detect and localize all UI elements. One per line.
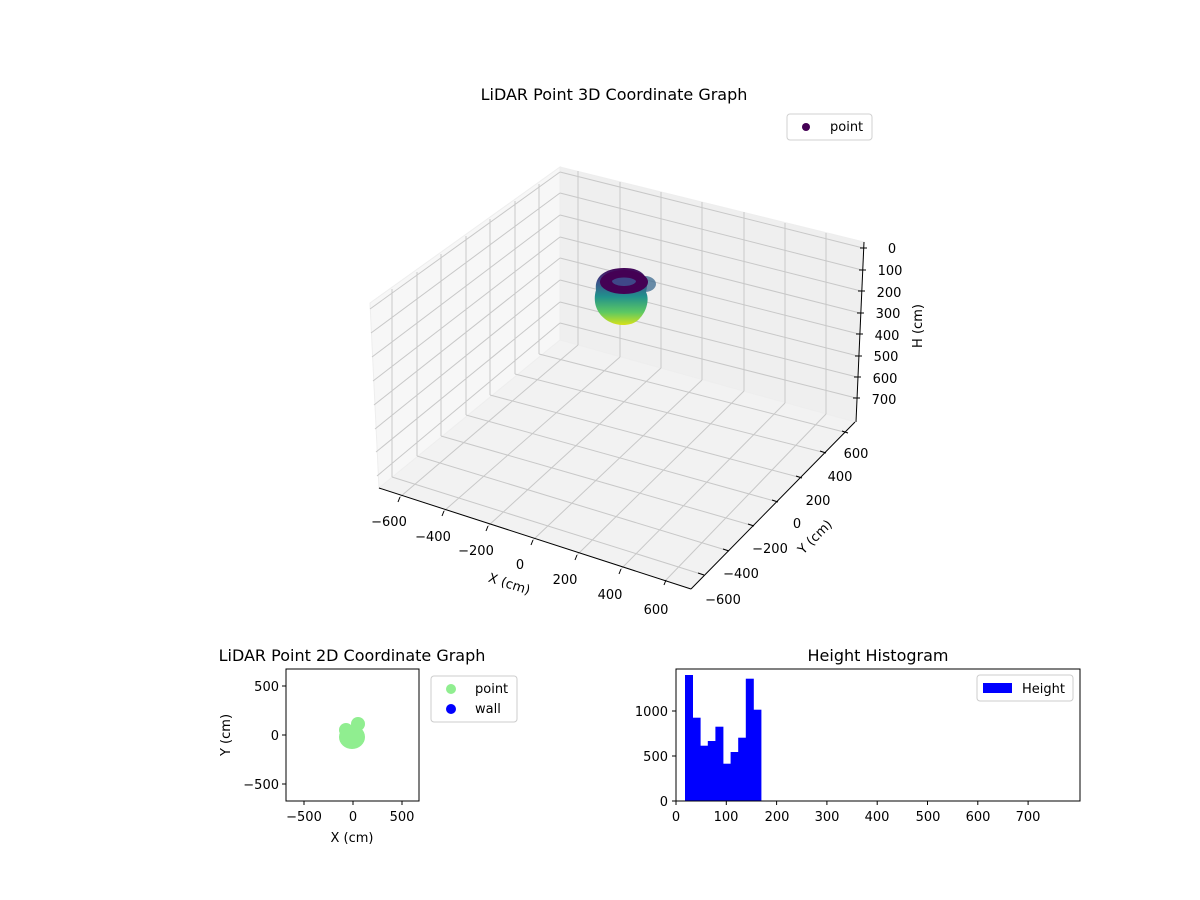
svg-text:200: 200 [765, 810, 790, 825]
plot-3d: LiDAR Point 3D Coordinate Graph [369, 85, 926, 618]
svg-text:500: 500 [390, 810, 415, 825]
svg-text:1000: 1000 [635, 705, 668, 720]
svg-text:200: 200 [806, 494, 831, 509]
svg-text:0: 0 [349, 810, 357, 825]
axes-3d [378, 241, 867, 590]
svg-text:600: 600 [873, 372, 898, 387]
legend-point-label: point [830, 120, 863, 135]
svg-text:200: 200 [553, 573, 578, 588]
svg-text:400: 400 [875, 329, 900, 344]
plot-2d-title: LiDAR Point 2D Coordinate Graph [219, 646, 486, 665]
svg-text:400: 400 [865, 810, 890, 825]
svg-text:500: 500 [643, 750, 668, 765]
svg-text:0: 0 [516, 558, 524, 573]
svg-text:−200: −200 [458, 544, 494, 559]
svg-text:500: 500 [916, 810, 941, 825]
svg-text:600: 600 [966, 810, 991, 825]
points-2d [339, 717, 365, 749]
hist-frame [675, 668, 1081, 802]
svg-text:100: 100 [714, 810, 739, 825]
svg-text:200: 200 [877, 286, 902, 301]
x-axis-label-2d: X (cm) [331, 831, 374, 846]
x-axis-label-3d: X (cm) [486, 571, 532, 599]
svg-text:0: 0 [271, 729, 279, 744]
z-axis-line [855, 241, 865, 423]
legend-height-swatch-icon [983, 683, 1012, 693]
svg-text:−500: −500 [286, 810, 322, 825]
svg-text:0: 0 [672, 810, 680, 825]
svg-text:0: 0 [660, 795, 668, 810]
svg-text:−200: −200 [752, 542, 788, 557]
svg-text:−400: −400 [415, 530, 451, 545]
hist-ticks [672, 710, 1029, 805]
svg-text:−400: −400 [723, 567, 759, 582]
plot-2d: LiDAR Point 2D Coordinate Graph −500 0 5… [219, 646, 518, 846]
legend-3d: point [786, 113, 873, 141]
legend-point-marker-icon [446, 684, 456, 694]
height-histogram: Height Histogram 0 [635, 646, 1081, 825]
svg-text:400: 400 [828, 470, 853, 485]
svg-text:300: 300 [876, 307, 901, 322]
svg-text:100: 100 [878, 264, 903, 279]
x-axis-line [378, 487, 692, 590]
y-tick-labels-3d: −600 −400 −200 0 200 400 600 [705, 447, 868, 608]
z-tick-labels-3d: 0 100 200 300 400 500 600 700 [872, 242, 903, 408]
svg-text:700: 700 [1016, 810, 1041, 825]
svg-text:600: 600 [844, 447, 869, 462]
plot-3d-title: LiDAR Point 3D Coordinate Graph [481, 85, 748, 104]
svg-text:0: 0 [793, 517, 801, 532]
legend-wall-marker-icon [446, 704, 456, 714]
svg-text:300: 300 [815, 810, 840, 825]
y-axis-label-2d: Y (cm) [219, 714, 234, 757]
y-axis-line [690, 421, 856, 590]
x-tick-labels-3d: −600 −400 −200 0 200 400 600 [371, 515, 668, 618]
point-cloud-3d [594, 268, 656, 326]
svg-text:−600: −600 [371, 515, 407, 530]
grid-3d [369, 171, 864, 581]
hist-bars [685, 675, 762, 801]
legend-point-marker-icon [802, 123, 810, 131]
svg-text:400: 400 [598, 588, 623, 603]
x-ticks-2d [282, 685, 403, 805]
svg-text:point: point [475, 682, 508, 697]
z-axis-label-3d: H (cm) [911, 304, 926, 348]
svg-text:0: 0 [888, 242, 896, 257]
legend-hist: Height [976, 674, 1074, 702]
legend-2d: point wall [430, 675, 518, 723]
hist-title: Height Histogram [808, 646, 949, 665]
svg-text:−500: −500 [243, 778, 279, 793]
svg-text:−600: −600 [705, 593, 741, 608]
svg-text:Height: Height [1022, 682, 1065, 697]
svg-text:500: 500 [874, 350, 899, 365]
svg-text:700: 700 [872, 393, 897, 408]
svg-text:500: 500 [254, 680, 279, 695]
svg-text:600: 600 [644, 603, 669, 618]
svg-text:wall: wall [475, 702, 501, 717]
